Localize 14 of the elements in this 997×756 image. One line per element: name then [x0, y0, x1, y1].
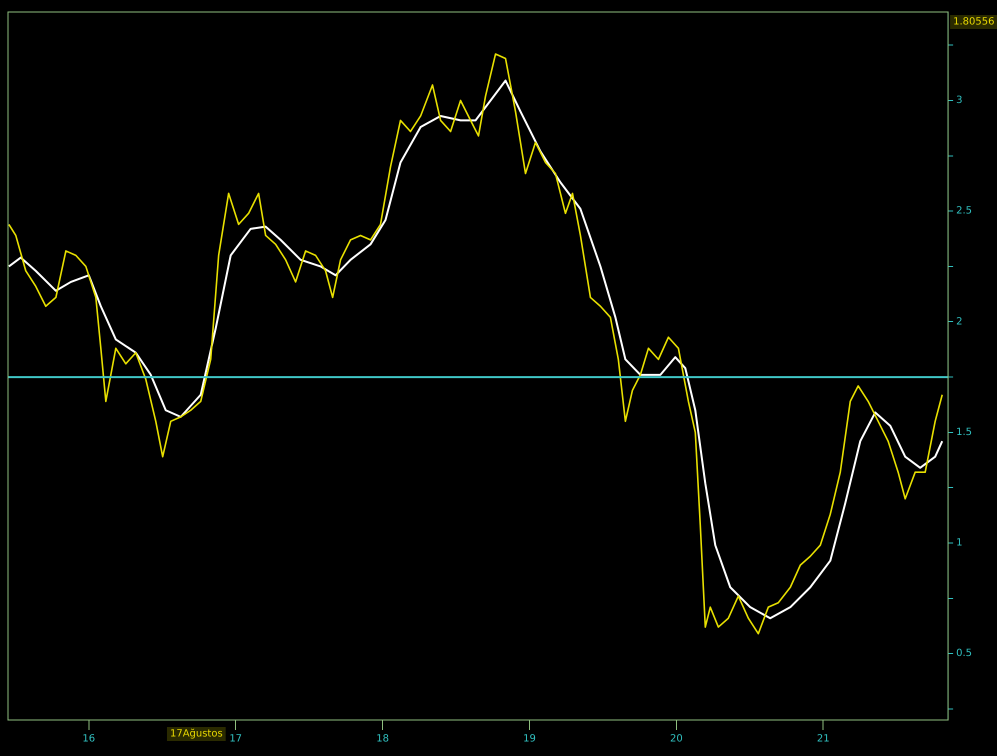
- y-tick-label: 1.5: [956, 426, 972, 438]
- x-tick-label: 18: [376, 734, 389, 745]
- y-tick-label: 3: [956, 95, 962, 106]
- y-tick-label: 0.5: [956, 648, 972, 660]
- y-tick-label: 2: [956, 316, 962, 328]
- y-tick-label: 2.5: [956, 206, 972, 217]
- y-tick-label: 1: [956, 538, 962, 549]
- x-tick-label: 17: [229, 734, 242, 745]
- text: 17Ağustos: [170, 728, 223, 740]
- x-tick-label: 19: [523, 734, 536, 745]
- x-tick-label: 21: [816, 734, 830, 745]
- x-tick-label: 16: [82, 734, 96, 745]
- x-tick-label: 20: [670, 734, 683, 745]
- text: 1.80556: [953, 16, 994, 28]
